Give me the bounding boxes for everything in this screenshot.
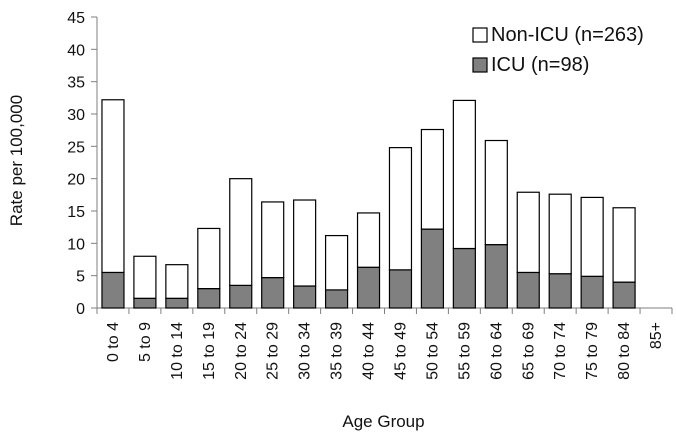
bar-segment-icu — [356, 266, 381, 309]
bar-segment-non-icu — [197, 227, 221, 290]
legend-swatch-icu — [472, 57, 488, 73]
bar-segment-icu — [133, 297, 157, 309]
bar-segment-icu — [420, 228, 445, 309]
bar-segment-non-icu — [548, 193, 572, 275]
legend-swatch-non-icu — [472, 27, 488, 43]
bar-segment-icu — [548, 273, 572, 309]
bar-segment-icu — [293, 285, 317, 309]
x-tick-label: 45 to 49 — [392, 322, 409, 380]
bar-segment-icu — [484, 244, 508, 309]
bar-segment-non-icu — [388, 147, 413, 271]
bar-segment-non-icu — [261, 201, 285, 279]
legend: Non-ICU (n=263) ICU (n=98) — [472, 24, 644, 76]
bar-segment-icu — [165, 297, 189, 309]
legend-label-non-icu: Non-ICU (n=263) — [491, 24, 644, 46]
x-tick-label: 40 to 44 — [361, 322, 378, 380]
legend-label-icu: ICU (n=98) — [491, 54, 589, 76]
bar-segment-icu — [261, 277, 285, 309]
bar-segment-icu — [229, 284, 253, 309]
bar-segment-icu — [197, 288, 221, 309]
bar-segment-non-icu — [101, 99, 125, 274]
y-tick-label: 35 — [67, 75, 85, 92]
x-tick-label: 20 to 24 — [233, 322, 250, 380]
bar-segment-icu — [324, 289, 349, 309]
y-tick-label: 10 — [67, 236, 85, 253]
x-axis-title: Age Group — [342, 412, 424, 431]
bar-segment-icu — [452, 247, 476, 309]
x-tick-label: 5 to 9 — [137, 322, 154, 362]
bar-segment-non-icu — [293, 199, 317, 287]
x-tick-label: 75 to 79 — [584, 322, 601, 380]
x-tick-label: 70 to 74 — [552, 322, 569, 380]
bar-segment-icu — [101, 271, 125, 309]
x-tick-label: 35 to 39 — [329, 322, 346, 380]
bar-segment-icu — [516, 271, 540, 309]
bar-segment-icu — [612, 281, 636, 309]
y-tick-label: 30 — [67, 107, 85, 124]
x-tick-label: 55 to 59 — [456, 322, 473, 380]
bar-segment-non-icu — [516, 191, 540, 274]
y-tick-label: 40 — [67, 42, 85, 59]
bars — [101, 99, 636, 309]
y-tick-label: 25 — [67, 139, 85, 156]
y-tick-label: 15 — [67, 204, 85, 221]
bar-segment-non-icu — [612, 207, 636, 283]
x-tick-label: 60 to 64 — [488, 322, 505, 380]
y-tick-label: 5 — [76, 269, 85, 286]
y-axis-title: Rate per 100,000 — [7, 95, 26, 226]
y-ticks: 0 5 10 15 20 25 30 35 40 45 — [67, 10, 97, 318]
bar-segment-non-icu — [484, 139, 508, 246]
bar-segment-non-icu — [324, 234, 349, 291]
y-tick-label: 45 — [67, 10, 85, 27]
bar-segment-non-icu — [452, 99, 476, 250]
bar-segment-non-icu — [420, 128, 445, 230]
bar-segment-non-icu — [165, 264, 189, 299]
y-tick-label: 20 — [67, 172, 85, 189]
bar-segment-non-icu — [229, 178, 253, 286]
x-tick-label: 85+ — [648, 322, 665, 349]
bar-segment-non-icu — [133, 255, 157, 299]
x-tick-label: 30 to 34 — [297, 322, 314, 380]
bar-segment-non-icu — [356, 212, 381, 268]
x-tick-label: 25 to 29 — [265, 322, 282, 380]
bar-segment-icu — [580, 275, 604, 309]
x-tick-label: 80 to 84 — [616, 322, 633, 380]
x-tick-label: 65 to 69 — [520, 322, 537, 380]
bar-segment-icu — [388, 269, 413, 309]
y-tick-label: 0 — [76, 301, 85, 318]
bar-segment-non-icu — [580, 196, 604, 277]
x-tick-label: 0 to 4 — [105, 322, 122, 362]
x-tick-label: 50 to 54 — [424, 322, 441, 380]
x-tick-label: 10 to 14 — [169, 322, 186, 380]
x-ticks: 0 to 4 5 to 9 10 to 14 15 to 19 20 to 24 25 t… — [96, 308, 673, 380]
x-tick-label: 15 to 19 — [201, 322, 218, 380]
